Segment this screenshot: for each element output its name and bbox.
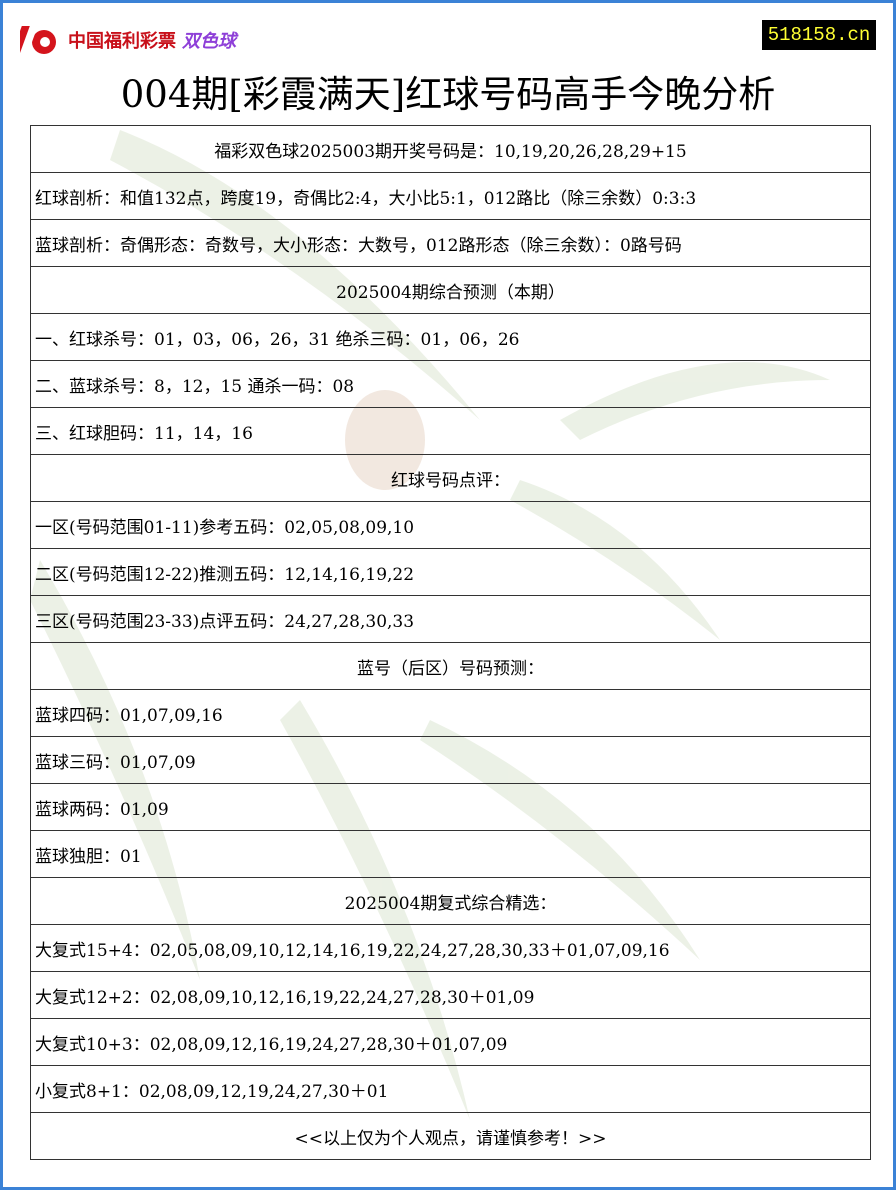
table-row: 大复式10+3：02,08,09,12,16,19,24,27,28,30＋01… <box>30 1018 871 1066</box>
row-text: 一、红球杀号：01，03，06，26，31 绝杀三码：01，06，26 <box>30 313 871 361</box>
table-row: 蓝球独胆：01 <box>30 830 871 878</box>
row-text: 大复式12+2：02,08,09,10,12,16,19,22,24,27,28… <box>30 971 871 1019</box>
row-text: 蓝球剖析：奇偶形态：奇数号，大小形态：大数号，012路形态（除三余数）：0路号码 <box>30 219 871 267</box>
lottery-logo: 中国福利彩票 双色球 <box>20 20 236 60</box>
row-text: 蓝球独胆：01 <box>30 830 871 878</box>
table-row: 蓝号（后区）号码预测： <box>30 642 871 690</box>
section-heading: 2025004期复式综合精选： <box>30 877 871 925</box>
cwl-logo-icon <box>20 24 56 56</box>
logo-text: 中国福利彩票 <box>68 31 176 52</box>
row-text: 蓝球四码：01,07,09,16 <box>30 689 871 737</box>
row-text: 蓝球三码：01,07,09 <box>30 736 871 784</box>
table-row: 蓝球三码：01,07,09 <box>30 736 871 784</box>
page-title: 004期[彩霞满天]红球号码高手今晚分析 <box>120 73 776 116</box>
table-row: 大复式12+2：02,08,09,10,12,16,19,22,24,27,28… <box>30 971 871 1019</box>
table-row: 一区(号码范围01-11)参考五码：02,05,08,09,10 <box>30 501 871 549</box>
table-row: 一、红球杀号：01，03，06，26，31 绝杀三码：01，06，26 <box>30 313 871 361</box>
table-row: 2025004期综合预测（本期） <box>30 266 871 314</box>
table-row: 蓝球剖析：奇偶形态：奇数号，大小形态：大数号，012路形态（除三余数）：0路号码 <box>30 219 871 267</box>
row-text: 小复式8+1：02,08,09,12,19,24,27,30＋01 <box>30 1065 871 1113</box>
section-heading: 福彩双色球2025003期开奖号码是：10,19,20,26,28,29+15 <box>30 125 871 173</box>
table-row: 二区(号码范围12-22)推测五码：12,14,16,19,22 <box>30 548 871 596</box>
logo-game-name: 双色球 <box>182 31 236 52</box>
row-text: 蓝球两码：01,09 <box>30 783 871 831</box>
section-heading: 红球号码点评： <box>30 454 871 502</box>
table-row: 大复式15+4：02,05,08,09,10,12,14,16,19,22,24… <box>30 924 871 972</box>
row-text: 大复式10+3：02,08,09,12,16,19,24,27,28,30＋01… <box>30 1018 871 1066</box>
table-row: 蓝球四码：01,07,09,16 <box>30 689 871 737</box>
table-row: 蓝球两码：01,09 <box>30 783 871 831</box>
section-heading: 2025004期综合预测（本期） <box>30 266 871 314</box>
table-row: 红球剖析：和值132点，跨度19，奇偶比2:4，大小比5:1，012路比（除三余… <box>30 172 871 220</box>
row-text: 二、蓝球杀号：8，12，15 通杀一码：08 <box>30 360 871 408</box>
row-text: 大复式15+4：02,05,08,09,10,12,14,16,19,22,24… <box>30 924 871 972</box>
table-row: 二、蓝球杀号：8，12，15 通杀一码：08 <box>30 360 871 408</box>
row-text: 三区(号码范围23-33)点评五码：24,27,28,30,33 <box>30 595 871 643</box>
row-text: 二区(号码范围12-22)推测五码：12,14,16,19,22 <box>30 548 871 596</box>
site-badge[interactable]: 518158.cn <box>762 20 876 50</box>
row-text: 一区(号码范围01-11)参考五码：02,05,08,09,10 <box>30 501 871 549</box>
table-row: 福彩双色球2025003期开奖号码是：10,19,20,26,28,29+15 <box>30 125 871 173</box>
table-row: 红球号码点评： <box>30 454 871 502</box>
table-row: 小复式8+1：02,08,09,12,19,24,27,30＋01 <box>30 1065 871 1113</box>
analysis-table: 福彩双色球2025003期开奖号码是：10,19,20,26,28,29+15 红… <box>30 125 871 1160</box>
table-row: 三、红球胆码：11，14，16 <box>30 407 871 455</box>
table-row: <<以上仅为个人观点，请谨慎参考！>> <box>30 1112 871 1160</box>
section-heading: 蓝号（后区）号码预测： <box>30 642 871 690</box>
section-heading: <<以上仅为个人观点，请谨慎参考！>> <box>30 1112 871 1160</box>
row-text: 三、红球胆码：11，14，16 <box>30 407 871 455</box>
table-row: 三区(号码范围23-33)点评五码：24,27,28,30,33 <box>30 595 871 643</box>
table-row: 2025004期复式综合精选： <box>30 877 871 925</box>
row-text: 红球剖析：和值132点，跨度19，奇偶比2:4，大小比5:1，012路比（除三余… <box>30 172 871 220</box>
